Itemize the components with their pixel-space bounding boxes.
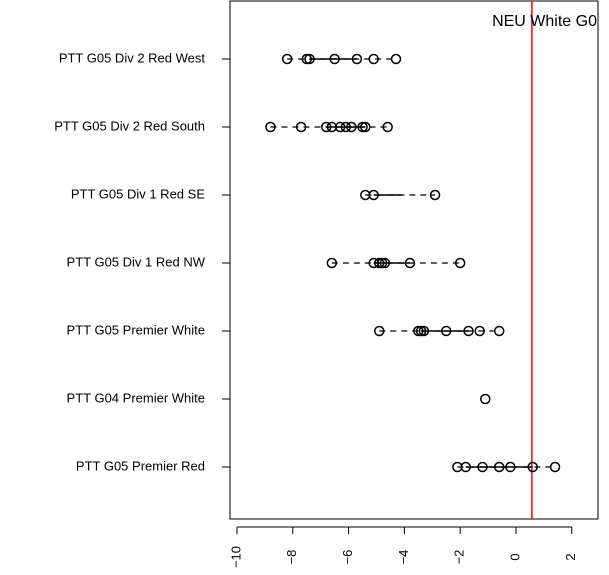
point <box>418 325 430 337</box>
x-tick-label: −10 <box>228 546 243 568</box>
point <box>334 121 346 133</box>
point <box>493 325 505 337</box>
point <box>376 257 388 269</box>
x-tick-label: 2 <box>563 553 578 560</box>
point <box>440 325 452 337</box>
point <box>374 257 385 269</box>
x-tick-label: −2 <box>452 550 467 565</box>
point <box>368 189 379 201</box>
point <box>413 325 424 337</box>
point <box>357 121 368 133</box>
point <box>390 53 402 65</box>
x-tick-label: −6 <box>340 550 355 565</box>
point <box>340 121 352 133</box>
reference-label: NEU White G0 <box>492 13 597 30</box>
point <box>480 393 491 405</box>
point <box>454 257 466 269</box>
point <box>549 461 561 473</box>
point <box>382 121 393 133</box>
point <box>360 121 371 133</box>
x-tick-label: −8 <box>284 550 299 565</box>
point <box>415 325 427 337</box>
x-tick-label: 0 <box>507 553 522 560</box>
point <box>304 53 315 65</box>
plot-box <box>229 0 599 520</box>
y-tick-label: PTT G04 Premier White <box>67 390 205 405</box>
point <box>379 257 391 269</box>
point <box>404 257 416 269</box>
point <box>265 121 276 133</box>
point <box>346 121 357 133</box>
point <box>368 53 379 65</box>
point <box>281 53 293 65</box>
y-tick-label: PTT G05 Div 1 Red SE <box>71 186 205 201</box>
y-tick-label: PTT G05 Premier White <box>67 322 205 337</box>
y-tick-label: PTT G05 Div 1 Red NW <box>67 254 206 269</box>
x-tick-label: −4 <box>396 550 411 565</box>
point <box>505 461 516 473</box>
point <box>301 53 312 65</box>
y-tick-label: PTT G05 Div 2 Red West <box>59 50 206 65</box>
point <box>321 121 332 133</box>
point <box>295 121 307 133</box>
point <box>527 461 538 473</box>
point <box>493 461 505 473</box>
point <box>460 461 472 473</box>
point <box>463 325 474 337</box>
point <box>326 257 338 269</box>
point <box>329 53 340 65</box>
y-tick-label: PTT G05 Premier Red <box>76 458 205 473</box>
point <box>374 325 385 337</box>
point <box>351 53 363 65</box>
point <box>477 461 488 473</box>
point <box>474 325 485 337</box>
point <box>429 189 441 201</box>
y-tick-label: PTT G05 Div 2 Red South <box>54 118 205 133</box>
